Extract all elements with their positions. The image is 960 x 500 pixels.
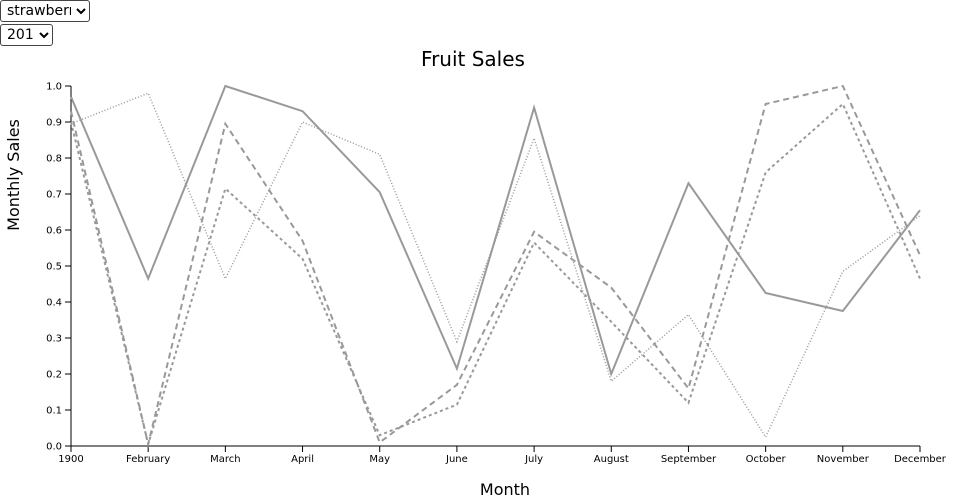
controls: strawberry 2016	[0, 0, 90, 48]
chart-title: Fruit Sales	[421, 47, 525, 71]
x-tick-label: March	[210, 454, 240, 465]
year-select[interactable]: 2016	[0, 24, 53, 46]
x-tick-label: 1900	[58, 454, 83, 465]
x-tick-label: September	[661, 454, 717, 465]
fruit-select[interactable]: strawberry	[0, 0, 90, 22]
x-axis-title: Month	[480, 480, 530, 499]
x-tick-label: November	[817, 454, 870, 465]
y-tick-label: 0.6	[46, 226, 62, 237]
x-tick-label: May	[369, 454, 390, 465]
x-tick-label: April	[291, 454, 314, 465]
x-tick-label: December	[894, 454, 947, 465]
series-layer	[70, 84, 921, 449]
axes: 0.0 0.1 0.2 0.3 0.4 0.5 0.6 0.7 0.8 0.9 1.0 1900 Feb…	[46, 82, 947, 466]
series-line-4	[70, 92, 921, 439]
y-tick-label: 0.3	[46, 334, 62, 345]
x-tick-label: February	[126, 454, 170, 465]
y-tick-label: 0.1	[46, 406, 62, 417]
y-tick-label: 1.0	[46, 82, 62, 93]
y-tick-label: 0.8	[46, 154, 62, 165]
series-line-1	[70, 84, 921, 378]
y-tick-label: 0.9	[46, 118, 62, 129]
x-tick-label: July	[524, 454, 543, 465]
x-tick-label: October	[746, 454, 787, 465]
y-tick-label: 0.7	[46, 190, 62, 201]
y-tick-label: 0.2	[46, 370, 62, 381]
x-tick-label: August	[594, 454, 629, 465]
series-line-3	[70, 102, 921, 449]
y-axis-title: Monthly Sales	[4, 119, 23, 231]
series-line-2	[70, 84, 921, 445]
x-tick-label: June	[445, 454, 468, 465]
y-tick-label: 0.5	[46, 262, 62, 273]
y-tick-label: 0.4	[46, 298, 62, 309]
y-tick-label: 0.0	[46, 442, 62, 453]
